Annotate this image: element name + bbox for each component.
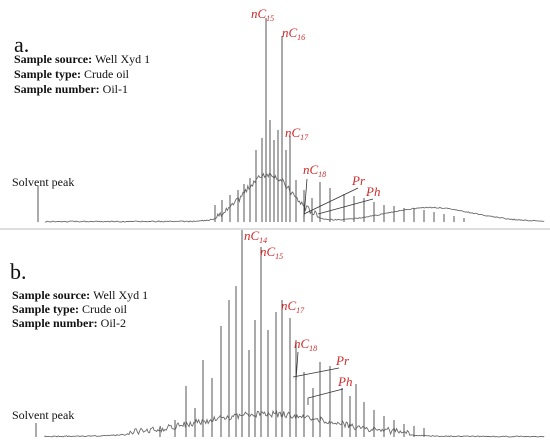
panel-b-solvent-label: Solvent peak xyxy=(12,408,74,422)
panel-b-peak-nc18: nC18 xyxy=(294,336,317,353)
panel-a-peak-pr: Pr xyxy=(351,173,366,188)
panel-a-letter: a. xyxy=(14,32,29,57)
trace-line xyxy=(44,172,545,223)
trace-line xyxy=(44,409,545,438)
panel-a-peak-nc18: nC18 xyxy=(303,162,326,179)
panel-a: a. Sample source: Well Xyd 1 Sample type:… xyxy=(12,6,545,223)
panel-a-leader-ph xyxy=(317,198,374,215)
panel-b-type: Sample type: Crude oil xyxy=(12,302,128,316)
panel-a-peak-nc17: nC17 xyxy=(285,125,309,142)
panel-b-peak-pr: Pr xyxy=(335,353,350,368)
panel-a-leader-pr xyxy=(303,187,359,215)
panel-a-solvent-label: Solvent peak xyxy=(12,175,74,189)
panel-a-trace xyxy=(37,18,545,223)
panel-a-peak-nc15: nC15 xyxy=(251,6,274,23)
panel-a-leader-nc18 xyxy=(303,178,308,218)
panel-a-peak-nc16: nC16 xyxy=(282,25,305,42)
panel-b-leader-ph xyxy=(307,388,344,405)
panel-b-peak-nc17: nC17 xyxy=(281,298,305,315)
panel-a-source: Sample source: Well Xyd 1 xyxy=(14,52,150,66)
panel-b-number: Sample number: Oil-2 xyxy=(12,316,126,330)
panel-b: b. Sample source: Well Xyd 1 Sample type:… xyxy=(10,228,545,438)
panel-b-peak-nc14: nC14 xyxy=(244,228,267,245)
panel-b-trace xyxy=(35,230,545,438)
panel-a-type: Sample type: Crude oil xyxy=(14,67,130,81)
panel-b-leader-pr xyxy=(292,367,340,378)
panel-b-letter: b. xyxy=(10,259,27,284)
panel-b-peak-ph: Ph xyxy=(337,374,352,389)
panel-a-number: Sample number: Oil-1 xyxy=(14,82,128,96)
panel-b-leader-nc18 xyxy=(295,351,299,381)
panel-b-peak-nc15: nC15 xyxy=(260,244,283,261)
panel-b-source: Sample source: Well Xyd 1 xyxy=(12,288,148,302)
panel-a-peak-ph: Ph xyxy=(365,184,380,199)
